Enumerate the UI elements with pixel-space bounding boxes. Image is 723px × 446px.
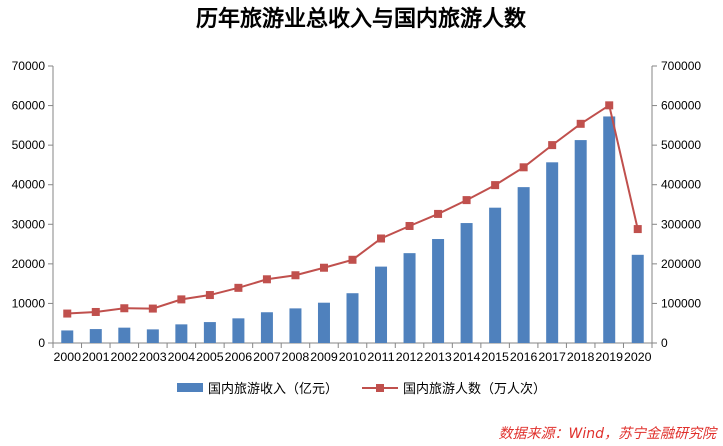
line-marker xyxy=(377,234,386,243)
bar xyxy=(146,329,159,343)
line-marker xyxy=(120,304,129,313)
line-marker xyxy=(548,141,557,150)
x-tick-label: 2020 xyxy=(624,350,652,364)
bar xyxy=(61,330,74,343)
line-marker xyxy=(91,307,100,316)
line-marker xyxy=(262,275,271,284)
y-tick-right-label: 700000 xyxy=(661,59,701,73)
x-tick-label: 2007 xyxy=(253,350,281,364)
bar xyxy=(89,329,102,343)
line-marker xyxy=(291,271,300,280)
x-tick-label: 2000 xyxy=(54,350,82,364)
legend-swatch-bar xyxy=(177,383,203,392)
line-marker xyxy=(434,209,443,218)
bar xyxy=(574,140,587,343)
y-tick-left-label: 10000 xyxy=(12,296,46,310)
y-tick-right-label: 500000 xyxy=(661,138,701,152)
bar xyxy=(317,302,330,343)
x-tick-label: 2006 xyxy=(225,350,253,364)
bar xyxy=(260,312,273,343)
line-marker xyxy=(319,263,328,272)
bar xyxy=(203,322,216,343)
y-tick-left-label: 20000 xyxy=(12,257,46,271)
line-marker xyxy=(491,181,500,190)
bar xyxy=(175,324,188,343)
x-tick-label: 2011 xyxy=(367,350,395,364)
x-tick-label: 2015 xyxy=(481,350,509,364)
line-marker xyxy=(234,283,243,292)
x-tick-label: 2008 xyxy=(282,350,310,364)
y-tick-right-label: 300000 xyxy=(661,217,701,231)
x-tick-label: 2016 xyxy=(510,350,538,364)
y-tick-right-label: 0 xyxy=(661,336,668,350)
y-tick-left-label: 40000 xyxy=(12,178,46,192)
line-marker xyxy=(405,221,414,230)
legend-label-line: 国内旅游人数（万人次） xyxy=(403,381,546,397)
x-tick-label: 2004 xyxy=(168,350,196,364)
y-tick-left-label: 0 xyxy=(38,336,45,350)
line-marker xyxy=(348,255,357,264)
line-marker xyxy=(148,304,157,313)
line-marker xyxy=(605,101,614,110)
y-tick-right-label: 200000 xyxy=(661,257,701,271)
line-marker xyxy=(63,309,72,318)
bar xyxy=(603,116,616,343)
x-tick-label: 2014 xyxy=(453,350,481,364)
source-note: 数据来源：Wind，苏宁金融研究院 xyxy=(499,426,718,442)
legend-label-bar: 国内旅游收入（亿元） xyxy=(208,381,338,397)
line-marker xyxy=(633,225,642,234)
line-marker xyxy=(177,295,186,304)
bar xyxy=(232,318,245,343)
y-tick-left-label: 30000 xyxy=(12,217,46,231)
y-tick-left-label: 70000 xyxy=(12,59,46,73)
y-tick-right-label: 400000 xyxy=(661,178,701,192)
bar xyxy=(631,254,644,343)
line-marker xyxy=(205,291,214,300)
y-tick-left-label: 50000 xyxy=(12,138,46,152)
plot-area: 0100002000030000400005000060000700000100… xyxy=(12,59,702,364)
line-marker xyxy=(462,196,471,205)
bar xyxy=(460,223,473,343)
bar xyxy=(289,308,302,343)
chart-title: 历年旅游业总收入与国内旅游人数 xyxy=(196,6,527,32)
x-tick-label: 2003 xyxy=(139,350,167,364)
bar xyxy=(403,253,416,343)
x-tick-label: 2017 xyxy=(538,350,566,364)
x-tick-label: 2010 xyxy=(339,350,367,364)
bar xyxy=(118,327,131,343)
x-tick-label: 2013 xyxy=(424,350,452,364)
x-tick-label: 2005 xyxy=(196,350,224,364)
x-tick-label: 2001 xyxy=(82,350,110,364)
bar xyxy=(432,239,445,343)
x-tick-label: 2012 xyxy=(396,350,424,364)
bar xyxy=(375,266,388,343)
legend-swatch-marker xyxy=(376,384,384,392)
x-tick-label: 2002 xyxy=(111,350,139,364)
y-tick-left-label: 60000 xyxy=(12,99,46,113)
x-tick-label: 2018 xyxy=(567,350,595,364)
x-tick-label: 2019 xyxy=(595,350,623,364)
y-tick-right-label: 600000 xyxy=(661,99,701,113)
line-marker xyxy=(576,119,585,128)
y-tick-right-label: 100000 xyxy=(661,296,701,310)
x-tick-label: 2009 xyxy=(310,350,338,364)
bar xyxy=(517,187,530,343)
bar xyxy=(546,162,559,343)
line-marker xyxy=(519,163,528,172)
legend: 国内旅游收入（亿元） 国内旅游人数（万人次） xyxy=(177,381,546,397)
bar xyxy=(346,293,359,343)
bar xyxy=(489,207,502,343)
